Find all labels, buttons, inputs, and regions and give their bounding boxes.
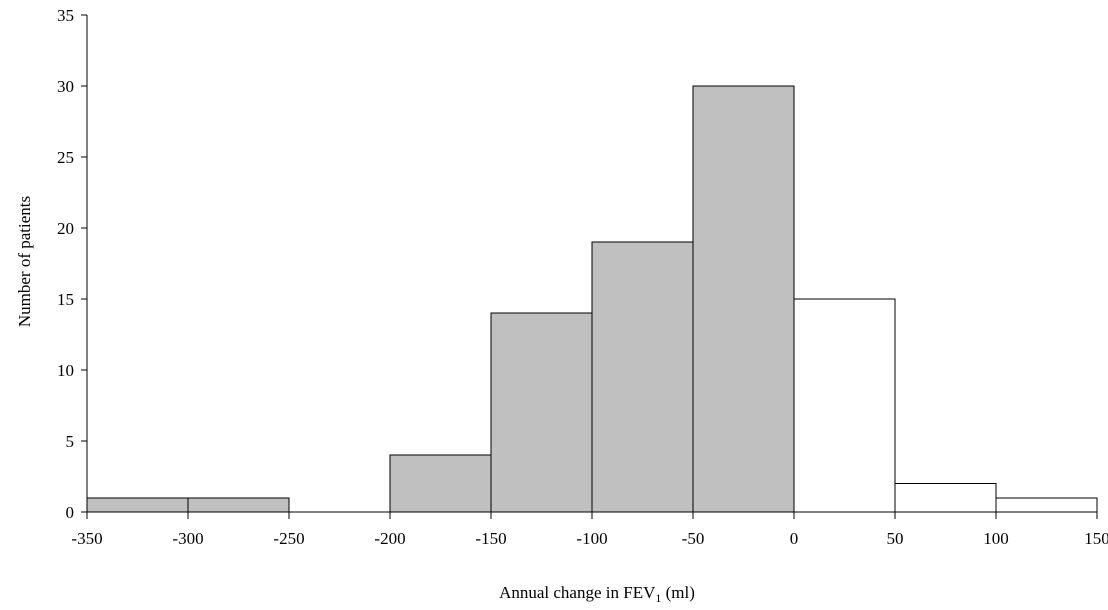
x-tick-label: -300 <box>172 529 203 548</box>
x-tick-label: -350 <box>71 529 102 548</box>
histogram-bar-neg300 <box>187 497 290 513</box>
x-tick-label: -50 <box>682 529 705 548</box>
x-axis-ticks: -350 -300 -250 -200 -150 -100 -50 0 50 100 150 <box>71 512 1108 548</box>
histogram-bar-neg150 <box>490 312 593 513</box>
x-axis-title-main: Annual change in FEV <box>499 583 656 602</box>
y-tick-label: 15 <box>57 290 74 309</box>
y-tick-label: 35 <box>57 6 74 25</box>
histogram-bar-50 <box>894 483 997 513</box>
y-axis-title: Number of patients <box>15 196 34 327</box>
x-tick-label: 50 <box>887 529 904 548</box>
y-tick-label: 25 <box>57 148 74 167</box>
histogram-bar-0 <box>793 298 896 513</box>
x-tick-label: 0 <box>790 529 799 548</box>
x-axis-title: Annual change in FEV1 (ml) <box>499 583 695 605</box>
x-tick-label: -100 <box>576 529 607 548</box>
histogram-bar-neg350 <box>86 497 189 513</box>
y-tick-label: 5 <box>66 432 75 451</box>
histogram-bar-neg200 <box>389 454 492 513</box>
histogram-bar-neg50 <box>692 85 795 513</box>
histogram-bar-neg100 <box>591 241 694 513</box>
y-tick-label: 30 <box>57 77 74 96</box>
y-axis-ticks: 0 5 10 15 20 25 30 35 <box>57 6 87 522</box>
y-tick-label: 0 <box>66 503 75 522</box>
y-tick-label: 10 <box>57 361 74 380</box>
histogram-bar-100 <box>995 497 1098 513</box>
y-tick-label: 20 <box>57 219 74 238</box>
x-tick-label: -250 <box>273 529 304 548</box>
x-axis-title-unit: (ml) <box>661 583 695 602</box>
x-axis-title-subscript: 1 <box>655 591 661 605</box>
x-tick-label: -200 <box>374 529 405 548</box>
x-tick-label: -150 <box>475 529 506 548</box>
x-tick-label: 100 <box>983 529 1009 548</box>
x-tick-label: 150 <box>1084 529 1108 548</box>
histogram-bars <box>86 85 1098 513</box>
